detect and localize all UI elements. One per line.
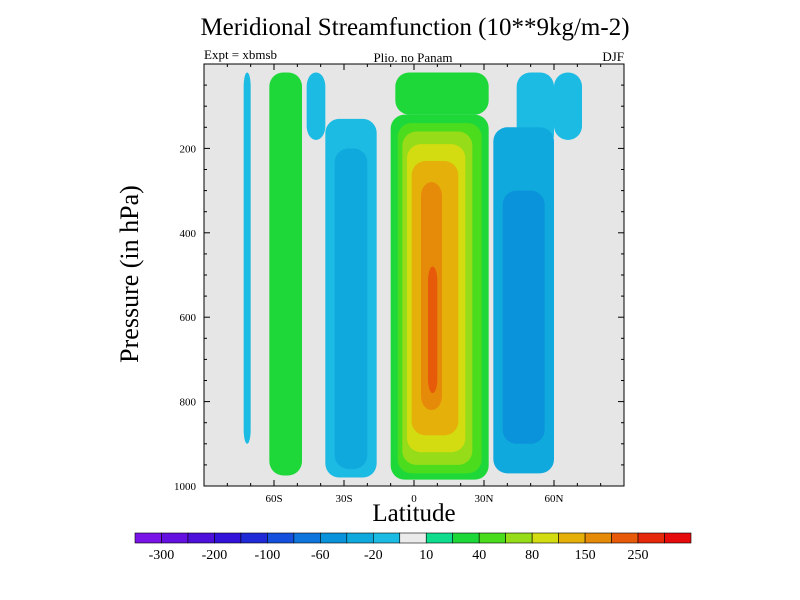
contour-region-12	[428, 266, 438, 394]
colorbar-swatch	[267, 532, 295, 544]
colorbar-label: -20	[364, 548, 383, 563]
colorbar-swatch	[478, 532, 506, 544]
y-tick-label: 800	[180, 397, 197, 409]
y-tick-label: 400	[180, 228, 197, 240]
colorbar-swatch	[161, 532, 189, 544]
colorbar-swatch	[611, 532, 639, 544]
contour-region-16	[554, 72, 582, 140]
colorbar-label: -60	[311, 548, 330, 563]
x-axis-title: Latitude	[372, 500, 456, 527]
colorbar-swatch	[320, 532, 348, 544]
colorbar-swatch	[505, 532, 533, 544]
case-label: Plio. no Panam	[373, 50, 453, 65]
colorbar-label: -300	[149, 548, 175, 563]
colorbar-label: -100	[255, 548, 281, 563]
contour-fill-layer	[243, 72, 582, 480]
contour-region-1	[269, 72, 302, 476]
colorbar-label: -200	[202, 548, 228, 563]
colorbar-label: 40	[472, 548, 486, 563]
colorbar-swatch	[425, 532, 454, 544]
y-tick-label: 1000	[174, 481, 197, 493]
x-tick-label: 0	[411, 493, 417, 505]
x-tick-label: 60N	[545, 493, 564, 505]
y-tick-label: 600	[180, 312, 197, 324]
contour-region-5	[395, 72, 489, 115]
colorbar: -300 -200 -100 -60 -20 10 40 80 150 250	[134, 532, 692, 563]
chart-title: Meridional Streamfunction (10**9kg/m-2)	[200, 14, 630, 41]
x-tick-label: 30S	[335, 493, 352, 505]
colorbar-swatch	[531, 532, 559, 544]
season-label: DJF	[602, 49, 624, 64]
x-tick-label: 60S	[265, 493, 282, 505]
contour-region-15	[502, 190, 545, 444]
colorbar-swatch	[664, 532, 692, 544]
colorbar-swatch	[637, 532, 665, 544]
colorbar-swatch	[134, 532, 162, 544]
colorbar-label: 10	[419, 548, 433, 563]
colorbar-swatch	[240, 532, 268, 544]
colorbar-swatch	[558, 532, 586, 544]
colorbar-label: 250	[628, 548, 649, 563]
contour-region-0	[243, 72, 251, 444]
y-tick-label: 200	[180, 143, 197, 155]
colorbar-swatch	[452, 532, 480, 544]
contour-region-4	[334, 148, 368, 470]
colorbar-swatch	[372, 532, 401, 544]
colorbar-label: 80	[525, 548, 539, 563]
colorbar-swatch	[584, 532, 612, 544]
colorbar-label: 150	[575, 548, 596, 563]
colorbar-swatch	[346, 532, 374, 544]
colorbar-swatch	[293, 532, 321, 544]
experiment-label: Expt = xbmsb	[204, 47, 278, 62]
colorbar-swatch	[214, 532, 242, 544]
contour-region-2	[306, 72, 326, 140]
x-tick-label: 30N	[475, 493, 494, 505]
axis-ticks: 60S 30S 0 30N 60N 200 400 600 800 1000	[174, 63, 625, 505]
colorbar-swatch	[187, 532, 215, 544]
colorbar-swatch	[399, 532, 427, 544]
